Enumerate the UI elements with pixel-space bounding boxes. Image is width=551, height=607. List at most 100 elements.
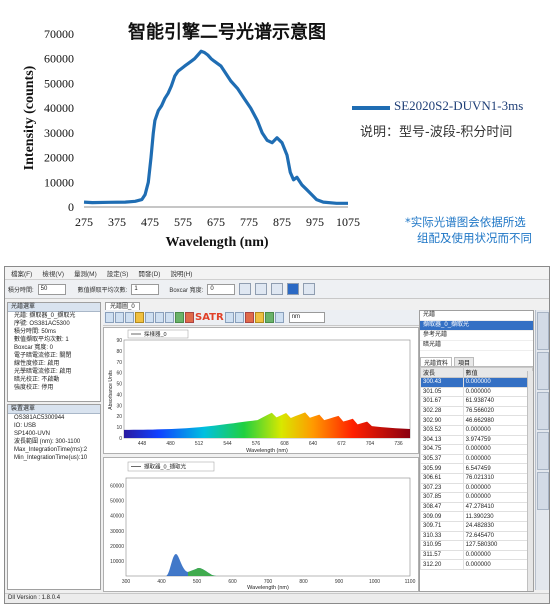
menu-settings[interactable]: 設定(S) xyxy=(106,271,129,278)
table-row[interactable]: 303.52 0.000000 xyxy=(420,424,534,436)
scale-button[interactable] xyxy=(255,283,268,295)
value-cell: 0.000000 xyxy=(462,453,534,465)
table-row[interactable]: 308.47 47.278410 xyxy=(420,501,534,513)
tab-spectrum-data[interactable]: 光譜資料 xyxy=(420,357,453,367)
open-icon[interactable] xyxy=(105,312,114,323)
side-tab-2[interactable] xyxy=(537,352,549,390)
lower-y-tick: 30000 xyxy=(110,529,124,535)
color-map-icon[interactable] xyxy=(175,312,184,323)
zoom-in-icon[interactable] xyxy=(145,312,154,323)
upper-x-tick: 544 xyxy=(223,441,232,447)
zoom-out-icon[interactable] xyxy=(155,312,164,323)
average-count-input[interactable]: 1 xyxy=(131,283,160,295)
zoom-box-icon[interactable] xyxy=(165,312,174,323)
spectrum-list-item[interactable]: 擷取器_0_擷取光 xyxy=(420,321,533,331)
boxcar-width-input[interactable]: 0 xyxy=(207,283,236,295)
table-row[interactable]: 306.61 76.021310 xyxy=(420,472,534,484)
hand-icon[interactable] xyxy=(135,312,144,323)
integration-time-input[interactable]: 50 xyxy=(37,283,66,295)
wavelength-column-header[interactable]: 波長 xyxy=(420,367,464,378)
spectrum-tree-item[interactable]: Boxcar 寬度: 0 xyxy=(14,345,54,351)
spectrum-tree-item[interactable]: 積分時間: 50ms xyxy=(14,329,57,335)
table-row[interactable]: 305.99 6.547459 xyxy=(420,463,534,474)
spectrum-tree-item[interactable]: 強度校正: 停用 xyxy=(14,385,54,391)
spectrum-tree-item[interactable]: 暗光校正: 不啟動 xyxy=(14,377,60,383)
table-row[interactable]: 309.09 11.390230 xyxy=(420,511,534,522)
device-tree-item[interactable]: OS381AC5300944 xyxy=(14,415,65,421)
spectrum-tree-item[interactable]: 光譜: 擷取器_0_擷取光 xyxy=(14,313,76,319)
table-row[interactable]: 302.28 76.566020 xyxy=(420,405,534,417)
unit-select[interactable]: nm xyxy=(288,312,325,323)
table-row[interactable]: 307.85 0.000000 xyxy=(420,492,534,503)
wavelength-cell: 304.75 xyxy=(420,444,464,455)
table-row[interactable]: 302.90 46.662980 xyxy=(420,415,534,426)
menu-file[interactable]: 檔案(F) xyxy=(11,271,33,278)
table-row[interactable]: 310.33 72.645470 xyxy=(420,530,534,542)
satr-mode-buttons[interactable]: SATR xyxy=(195,312,224,323)
table-row[interactable]: 309.71 24.482830 xyxy=(420,520,534,532)
table-row[interactable]: 305.37 0.000000 xyxy=(420,453,534,465)
x-tick-label: 375 xyxy=(108,215,126,229)
bulb-icon[interactable] xyxy=(254,312,264,323)
lower-x-tick: 1100 xyxy=(405,579,416,585)
table-scrollbar[interactable] xyxy=(527,371,533,591)
table-row[interactable]: 304.75 0.000000 xyxy=(420,444,534,455)
side-tab-3[interactable] xyxy=(537,392,549,430)
save-icon[interactable] xyxy=(115,312,124,323)
table-row[interactable]: 301.05 0.000000 xyxy=(420,386,534,398)
spectrum-tree-item[interactable]: 數值擷取平均次數: 1 xyxy=(14,337,69,343)
side-tab-1[interactable] xyxy=(537,312,549,350)
tab-spectrum-plot[interactable]: 光譜圖_0 xyxy=(105,302,140,311)
device-tree-item[interactable]: Max_IntegrationTime(ms):2 xyxy=(14,447,88,453)
note-line-1: *实际光谱图会依据所选 xyxy=(405,215,526,229)
table-row[interactable]: 307.23 0.000000 xyxy=(420,482,534,494)
menu-measure[interactable]: 量測(M) xyxy=(73,271,97,278)
table-row[interactable]: 312.20 0.000000 xyxy=(420,559,534,570)
chart-bars-icon[interactable] xyxy=(264,312,274,323)
spectrum-tree-item[interactable]: 光學暗電流修正: 啟用 xyxy=(14,369,72,375)
lower-x-tick: 1000 xyxy=(369,579,380,585)
value-column-header[interactable]: 數值 xyxy=(462,367,534,378)
spectrum-menu-header: 光譜選單 xyxy=(8,303,100,312)
tab-items[interactable]: 項目 xyxy=(454,357,475,367)
spectrum-list-item[interactable]: 暗光譜 xyxy=(420,341,533,351)
upper-y-tick: 30 xyxy=(116,403,122,409)
upper-y-tick: 40 xyxy=(116,392,122,398)
spectrum-list-item[interactable]: 參考光譜 xyxy=(420,331,533,341)
play-icon[interactable] xyxy=(287,283,300,295)
single-capture-button[interactable] xyxy=(271,283,284,295)
side-tab-5[interactable] xyxy=(537,472,549,510)
table-row[interactable]: 311.57 0.000000 xyxy=(420,549,534,561)
menu-develop[interactable]: 開發(D) xyxy=(138,271,161,278)
upper-legend-label: 採樣器_0 xyxy=(144,330,167,338)
spectrum-tree-item[interactable]: 線性度修正: 啟用 xyxy=(14,361,60,367)
table-row[interactable]: 301.67 61.938740 xyxy=(420,396,534,407)
value-cell: 61.938740 xyxy=(462,396,534,407)
palette-icon[interactable] xyxy=(185,312,194,323)
device-tree-item[interactable]: SP1400-UVN xyxy=(14,431,51,437)
device-tree-item[interactable]: 波長範圍 (nm): 300-1100 xyxy=(14,439,81,445)
device-tree-item[interactable]: Min_IntegrationTime(us):10 xyxy=(14,455,88,461)
table-row[interactable]: 310.95 127.580300 xyxy=(420,540,534,551)
value-cell: 24.482830 xyxy=(462,520,534,532)
zoom-button[interactable] xyxy=(239,283,252,295)
copy-icon[interactable] xyxy=(125,312,134,323)
stop-button[interactable] xyxy=(303,283,316,295)
side-tab-4[interactable] xyxy=(537,432,549,470)
peak-icon[interactable] xyxy=(244,312,254,323)
grid-icon[interactable] xyxy=(224,312,234,323)
spectrum-tree-item[interactable]: 電子暗電流修正: 關閉 xyxy=(14,353,72,359)
value-cell: 47.278410 xyxy=(462,501,534,513)
menu-view[interactable]: 檢視(V) xyxy=(42,271,64,278)
device-tree-item[interactable]: IO: USB xyxy=(14,423,37,429)
table-row[interactable]: 304.13 3.974759 xyxy=(420,434,534,446)
menu-help[interactable]: 說明(H) xyxy=(170,271,193,278)
x-tick-label: 875 xyxy=(273,215,291,229)
device-menu-header: 裝置選單 xyxy=(8,405,100,414)
export-icon[interactable] xyxy=(234,312,244,323)
print-icon[interactable] xyxy=(274,312,284,323)
spectrum-tree-item[interactable]: 序號: OS381AC5300 xyxy=(14,321,70,327)
lower-x-title: Wavelength (nm) xyxy=(247,585,289,591)
spectrum-list-item[interactable]: 光譜 xyxy=(420,311,533,321)
table-row[interactable]: 300.43 0.000000 xyxy=(420,377,534,388)
